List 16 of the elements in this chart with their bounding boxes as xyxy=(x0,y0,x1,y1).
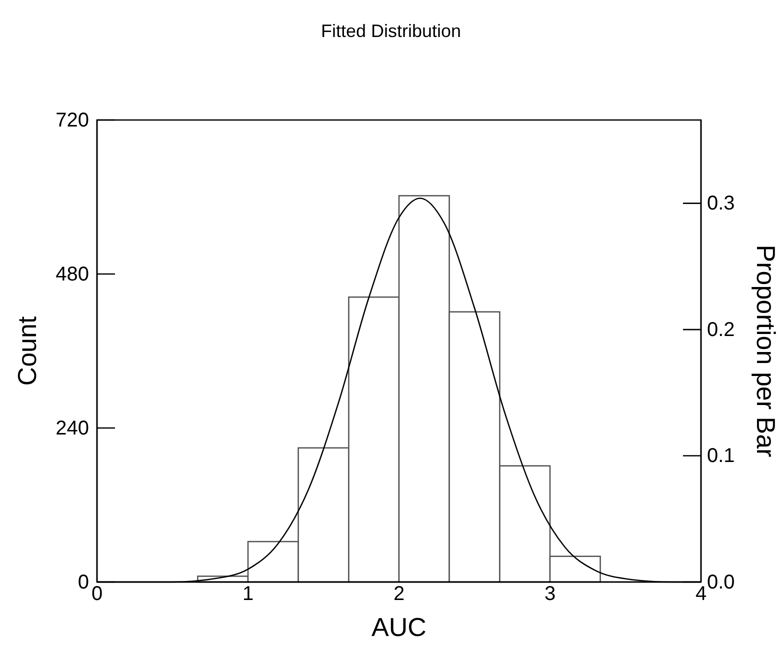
y-tick-label: 240 xyxy=(56,417,89,440)
x-tick-label: 0 xyxy=(91,583,103,606)
y2-tick-label: 0.2 xyxy=(707,318,735,341)
x-axis-title: AUC xyxy=(372,612,426,642)
x-tick-label: 3 xyxy=(544,583,556,606)
y-tick-label: 720 xyxy=(56,109,89,132)
x-tick-label: 1 xyxy=(242,583,254,606)
x-tick-label: 2 xyxy=(393,583,405,606)
y2-tick-label: 0.0 xyxy=(707,571,735,594)
chart-title: Fitted Distribution xyxy=(320,21,462,41)
x-tick-label: 4 xyxy=(695,583,707,606)
y-axis-title: Count xyxy=(12,316,42,386)
y2-tick-label: 0.1 xyxy=(707,445,735,468)
y-tick-label: 480 xyxy=(56,263,89,286)
y2-tick-label: 0.3 xyxy=(707,192,735,215)
y2-axis-title: Proportion per Bar xyxy=(751,244,781,458)
